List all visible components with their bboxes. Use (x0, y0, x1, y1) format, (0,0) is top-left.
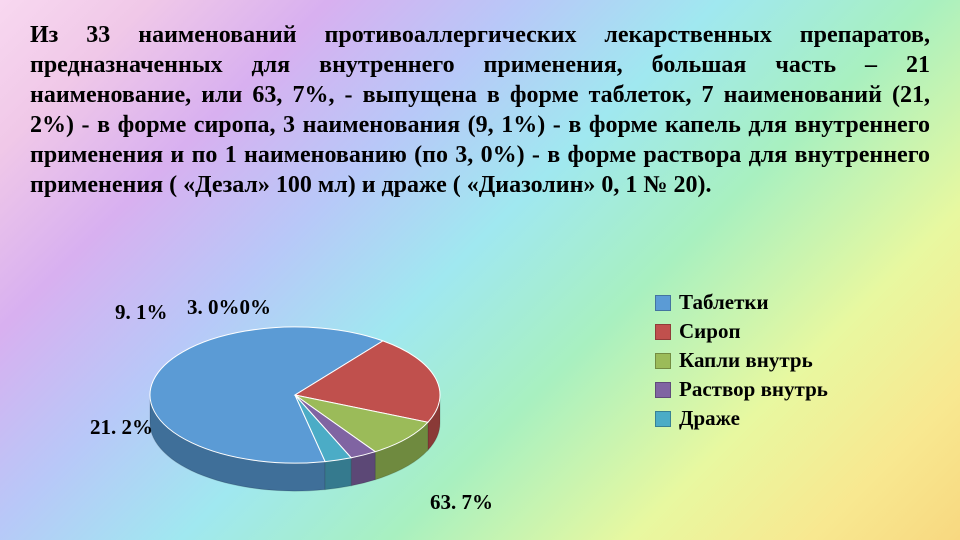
swatch-solution (655, 382, 671, 398)
label-9-1: 9. 1% (115, 300, 168, 325)
swatch-tablets (655, 295, 671, 311)
swatch-drops (655, 353, 671, 369)
legend-item-drops: Капли внутрь (655, 348, 828, 373)
legend-item-dragee: Драже (655, 406, 828, 431)
legend-item-tablets: Таблетки (655, 290, 828, 315)
body-paragraph: Из 33 наименований противоаллергических … (30, 20, 930, 200)
legend-label: Драже (679, 406, 740, 431)
legend-label: Раствор внутрь (679, 377, 828, 402)
pie-chart: 63. 7% 21. 2% 9. 1% 3. 0%0% (80, 280, 510, 530)
chart-legend: Таблетки Сироп Капли внутрь Раствор внут… (655, 290, 828, 435)
label-63-7: 63. 7% (430, 490, 493, 515)
label-3-0-stack: 3. 0%0% (187, 295, 271, 320)
slide-background: Из 33 наименований противоаллергических … (0, 0, 960, 540)
legend-label: Таблетки (679, 290, 769, 315)
legend-label: Капли внутрь (679, 348, 813, 373)
legend-item-solution: Раствор внутрь (655, 377, 828, 402)
label-21-2: 21. 2% (90, 415, 153, 440)
legend-label: Сироп (679, 319, 741, 344)
swatch-dragee (655, 411, 671, 427)
legend-item-syrup: Сироп (655, 319, 828, 344)
swatch-syrup (655, 324, 671, 340)
